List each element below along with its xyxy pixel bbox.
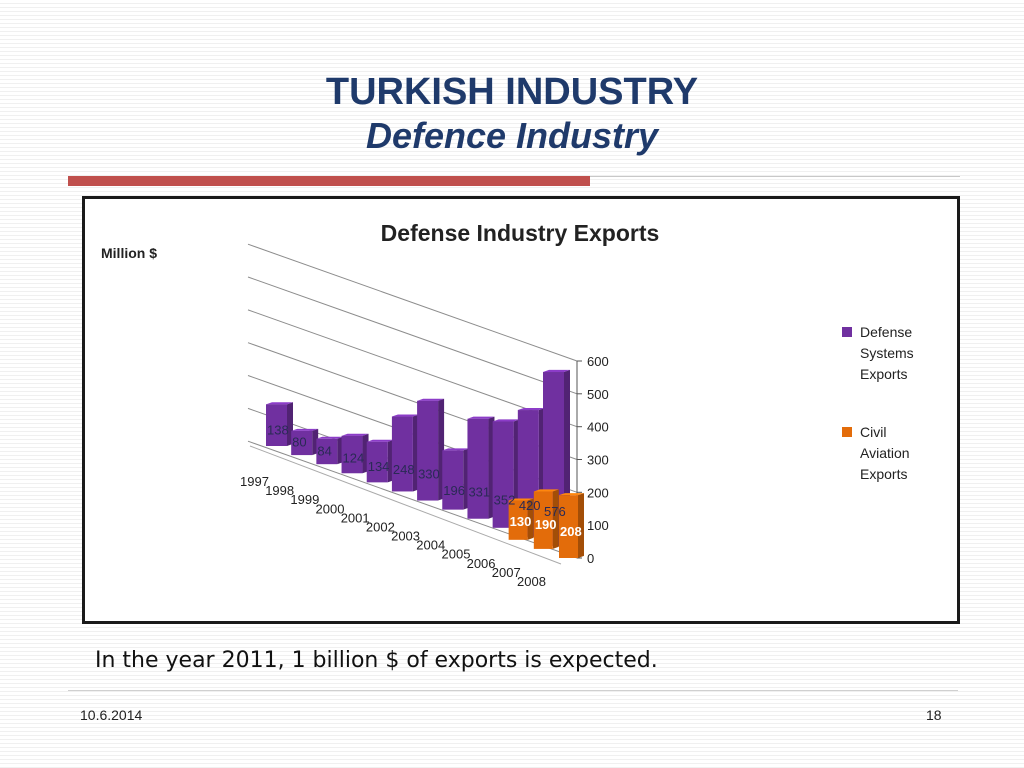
- chart-title: Defense Industry Exports: [381, 220, 660, 246]
- y-tick-label: 400: [587, 420, 609, 435]
- data-label: 248: [393, 462, 415, 477]
- x-tick-label: 1998: [265, 483, 294, 498]
- data-label: 84: [317, 444, 331, 459]
- chart-frame: Defense Industry Exports Million $ 0 100 2…: [82, 196, 960, 624]
- floor-edge: [249, 445, 562, 565]
- y-tick-label: 0: [587, 551, 594, 566]
- x-tick-label: 1999: [290, 492, 319, 507]
- legend-swatch: [842, 427, 852, 437]
- y-tick-label: 300: [587, 453, 609, 468]
- gridline: [247, 276, 578, 395]
- gridline: [247, 309, 578, 428]
- x-tick-label: 2005: [442, 547, 471, 562]
- data-label: 331: [468, 485, 490, 500]
- civil-bar: [559, 493, 584, 558]
- data-label: 352: [494, 493, 516, 508]
- x-tick-label: 1997: [240, 474, 269, 489]
- data-label: 330: [418, 467, 440, 482]
- title-divider-line: [590, 176, 960, 177]
- page-number: 18: [926, 707, 942, 723]
- x-tick-label: 2003: [391, 529, 420, 544]
- x-tick-label: 2000: [316, 501, 345, 516]
- y-tick-label: 200: [587, 485, 609, 500]
- x-axis-ticks: 1997199819992000200120022003200420052006…: [240, 474, 546, 589]
- footer-date: 10.6.2014: [80, 707, 143, 723]
- x-tick-label: 2008: [517, 574, 546, 589]
- data-label: 576: [544, 504, 566, 519]
- defense-bar: [442, 448, 470, 510]
- civil-bar: [508, 498, 534, 540]
- slide-caption: In the year 2011, 1 billion $ of exports…: [95, 648, 658, 673]
- civil-bar: [533, 489, 559, 549]
- bars: [266, 369, 584, 558]
- data-label: 138: [267, 423, 289, 438]
- slide-title-line1: TURKISH INDUSTRY: [325, 71, 699, 113]
- data-label: 130: [510, 514, 532, 529]
- legend-swatch: [842, 327, 852, 337]
- data-label: 420: [519, 498, 541, 513]
- legend-entry: Civil Aviation Exports: [860, 424, 910, 482]
- defense-bar: [266, 402, 293, 446]
- y-tick-label: 500: [587, 387, 609, 402]
- data-label: 80: [292, 435, 306, 450]
- defense-bar: [417, 398, 445, 501]
- legend: Defense Systems Exports Civil Aviation Export…: [842, 324, 914, 482]
- footer-divider: [68, 690, 958, 691]
- title-accent-rule: [68, 176, 590, 186]
- defense-bar: [391, 414, 419, 492]
- data-label: 196: [443, 483, 465, 498]
- x-tick-label: 2004: [416, 538, 445, 553]
- data-label: 190: [535, 517, 557, 532]
- defense-exports-chart: Defense Industry Exports Million $ 0 100 2…: [101, 220, 914, 589]
- slide-title: TURKISH INDUSTRY Defence Industry: [0, 70, 1024, 158]
- gridline: [247, 243, 578, 362]
- legend-entry: Defense Systems Exports: [860, 324, 914, 382]
- data-label: 208: [560, 524, 582, 539]
- defense-bar: [467, 416, 495, 519]
- y-tick-label: 100: [587, 518, 609, 533]
- data-label: 134: [368, 459, 390, 474]
- data-label: 124: [343, 451, 365, 466]
- y-tick-label: 600: [587, 354, 609, 369]
- x-tick-label: 2002: [366, 520, 395, 535]
- x-tick-label: 2006: [467, 556, 496, 571]
- slide-subtitle: Defence Industry: [365, 115, 659, 156]
- x-tick-label: 2001: [341, 510, 370, 525]
- y-axis-label: Million $: [101, 245, 157, 261]
- x-tick-label: 2007: [492, 565, 521, 580]
